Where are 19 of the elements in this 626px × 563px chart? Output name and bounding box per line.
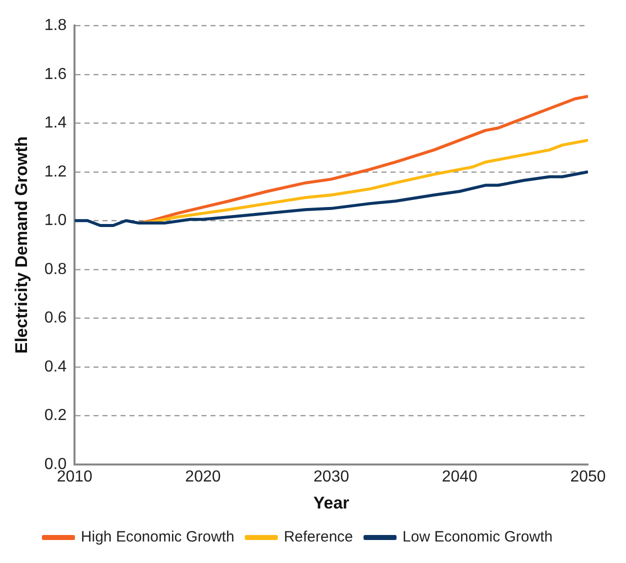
y-tick-label: 1.4 <box>44 114 67 132</box>
x-tick-label: 2020 <box>185 468 221 486</box>
x-tick-label: 2010 <box>56 468 93 486</box>
y-tick-label: 1.0 <box>44 212 67 230</box>
y-axis-title: Electricity Demand Growth <box>12 136 31 354</box>
legend-label: Low Economic Growth <box>402 528 553 546</box>
legend-label: Reference <box>284 528 354 546</box>
y-tick-label: 0.4 <box>44 358 67 376</box>
x-axis-title: Year <box>313 493 350 512</box>
y-tick-label: 0.8 <box>44 260 67 278</box>
x-tick-label: 2040 <box>442 468 478 486</box>
y-tick-label: 0.2 <box>44 407 67 424</box>
x-tick-label: 2030 <box>314 468 350 486</box>
legend-label: High Economic Growth <box>80 528 234 546</box>
y-tick-label: 0.6 <box>44 310 67 327</box>
y-tick-label: 1.6 <box>44 66 67 83</box>
y-tick-label: 1.8 <box>44 17 67 34</box>
y-tick-label: 1.2 <box>44 163 67 180</box>
x-tick-label: 2050 <box>570 468 606 486</box>
